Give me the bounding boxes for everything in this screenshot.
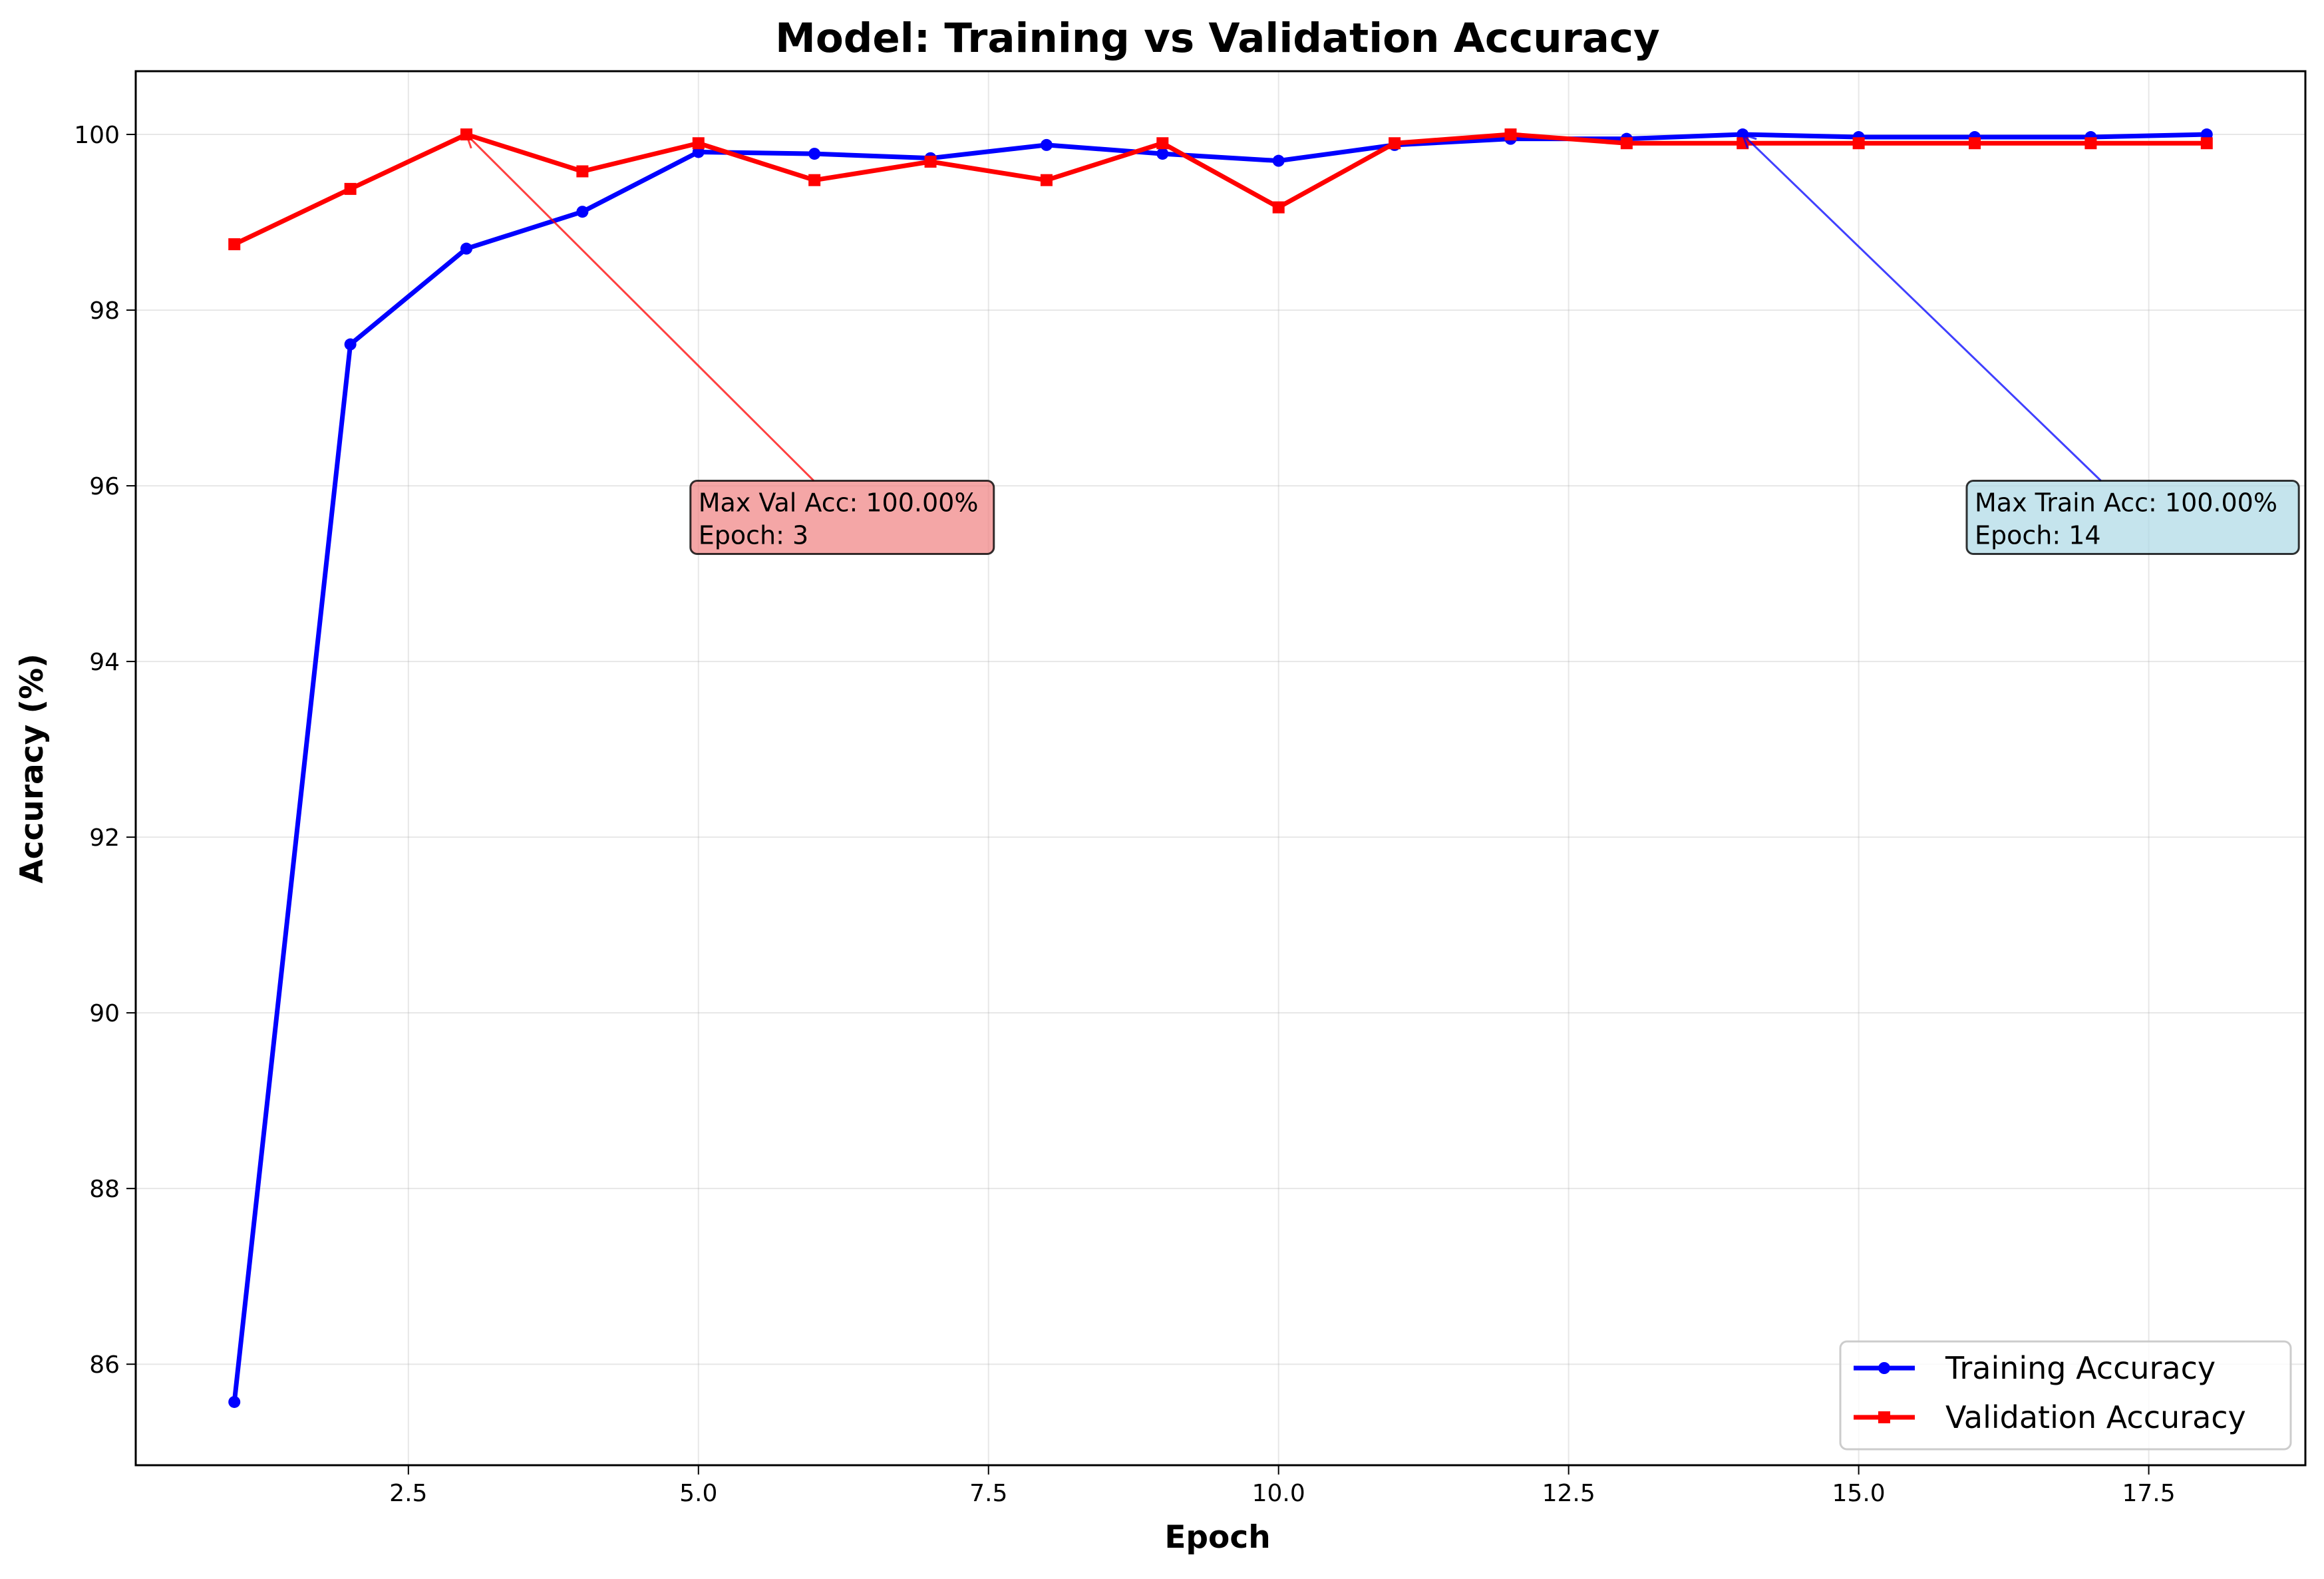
x-tick-label: 5.0 — [679, 1480, 717, 1507]
annotation-text: Epoch: 3 — [699, 520, 808, 550]
annotation-text: Max Val Acc: 100.00% — [699, 488, 979, 517]
x-tick-label: 12.5 — [1542, 1480, 1595, 1507]
annotation-arrow — [1742, 133, 2102, 482]
data-point — [2200, 137, 2213, 150]
axis-ticks: 2.5 5.0 7.5 10.0 12.5 15.0 17.5 86 88 90 92 94 96 98 1… — [74, 122, 2175, 1507]
y-tick-label: 96 — [89, 473, 120, 500]
y-tick-label: 86 — [89, 1351, 120, 1379]
y-tick-label: 100 — [74, 122, 120, 149]
chart-title: Model: Training vs Validation Accuracy — [775, 15, 1660, 62]
data-point — [1272, 154, 1285, 167]
data-point — [228, 238, 241, 251]
data-point — [2084, 137, 2097, 150]
data-point — [228, 1395, 241, 1408]
data-point — [460, 242, 472, 255]
data-point — [1389, 137, 1401, 150]
data-point — [1156, 137, 1169, 150]
y-tick-label: 98 — [89, 297, 120, 325]
x-tick-label: 2.5 — [389, 1480, 427, 1507]
data-point — [808, 148, 821, 160]
annotation-box — [1965, 479, 2300, 555]
series-line-validation — [233, 132, 2207, 247]
annotation-arrowhead — [1741, 132, 1757, 149]
data-point — [344, 182, 357, 195]
x-tick-label: 15.0 — [1832, 1480, 1886, 1507]
data-point — [1040, 174, 1053, 186]
data-point — [1969, 137, 1981, 150]
legend-marker — [1878, 1411, 1890, 1423]
x-axis-label: Epoch — [1164, 1519, 1270, 1556]
grid-lines — [136, 71, 2305, 1465]
x-tick-label: 10.0 — [1252, 1480, 1305, 1507]
data-point — [576, 206, 589, 218]
legend-label: Training Accuracy — [1945, 1350, 2216, 1386]
data-point — [1272, 201, 1285, 214]
annotation-arrowhead — [464, 132, 481, 149]
data-point — [1504, 128, 1517, 141]
y-tick-label: 94 — [89, 649, 120, 676]
data-point — [576, 165, 589, 178]
y-tick-label: 92 — [89, 824, 120, 852]
data-point — [344, 338, 357, 351]
data-point — [1156, 148, 1169, 160]
legend-box — [1839, 1340, 2292, 1451]
series-lines — [228, 128, 2213, 1408]
series-line-training — [232, 132, 2207, 1403]
annotation-box — [689, 479, 995, 555]
y-tick-label: 90 — [89, 1000, 120, 1027]
data-point — [1040, 138, 1053, 151]
legend: Training Accuracy Validation Accuracy — [1839, 1340, 2292, 1451]
data-point — [1852, 137, 1865, 150]
data-point — [692, 137, 705, 150]
y-axis-label: Accuracy (%) — [14, 653, 51, 883]
legend-marker — [1878, 1362, 1890, 1374]
data-point — [808, 174, 821, 186]
data-point — [924, 155, 937, 168]
x-tick-label: 7.5 — [969, 1480, 1007, 1507]
x-tick-label: 17.5 — [2122, 1480, 2176, 1507]
annotation-text: Epoch: 14 — [1975, 520, 2101, 550]
plot-frame — [134, 70, 2307, 1467]
annotation-text: Max Train Acc: 100.00% — [1975, 488, 2277, 517]
data-point — [1620, 137, 1633, 150]
annotation-arrow — [465, 133, 815, 482]
y-tick-label: 88 — [89, 1176, 120, 1203]
legend-label: Validation Accuracy — [1945, 1399, 2246, 1435]
annotations: Max Val Acc: 100.00% Epoch: 3 Max Train Ac… — [464, 132, 2300, 555]
